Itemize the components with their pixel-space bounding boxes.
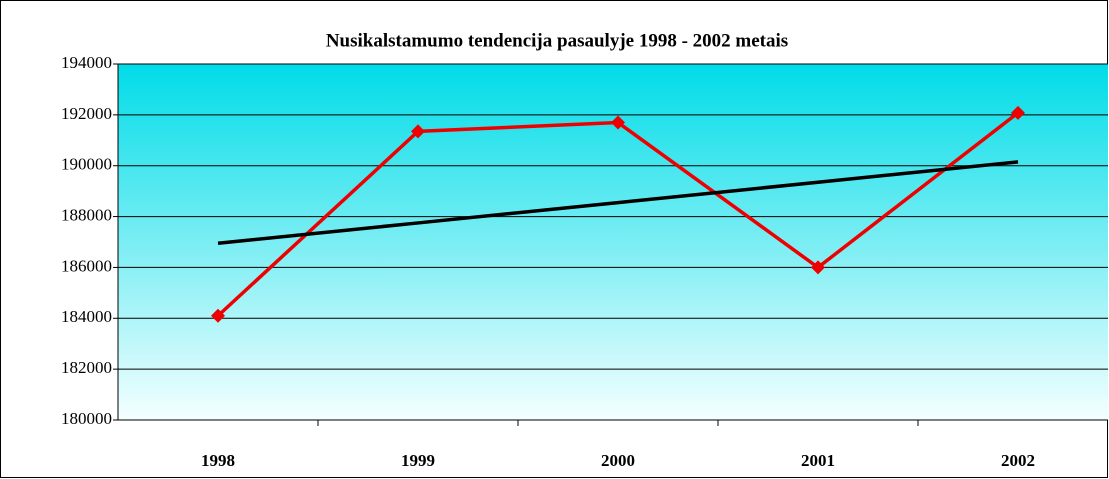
y-tick-label: 182000 xyxy=(61,358,112,377)
y-tick-label: 180000 xyxy=(61,409,112,428)
x-tick-label: 1998 xyxy=(201,451,235,470)
x-tick-label: 2002 xyxy=(1001,451,1035,470)
y-tick-label: 190000 xyxy=(61,155,112,174)
data-point xyxy=(1011,105,1025,120)
chart-title: Nusikalstamumo tendencija pasaulyje 1998… xyxy=(326,30,788,51)
y-tick-label: 192000 xyxy=(61,104,112,123)
data-point xyxy=(211,308,225,323)
y-tick-label: 184000 xyxy=(61,307,112,326)
x-tick-label: 2001 xyxy=(801,451,835,470)
data-point xyxy=(611,115,625,130)
y-tick-label: 194000 xyxy=(61,53,112,72)
plot-area xyxy=(118,64,1108,420)
y-tick-label: 186000 xyxy=(61,256,112,275)
x-tick-label: 2000 xyxy=(601,451,635,470)
data-point xyxy=(411,124,425,139)
data-point xyxy=(811,260,825,275)
y-tick-label: 188000 xyxy=(61,205,112,224)
series-line xyxy=(217,160,1019,246)
x-tick-label: 1999 xyxy=(401,451,435,470)
